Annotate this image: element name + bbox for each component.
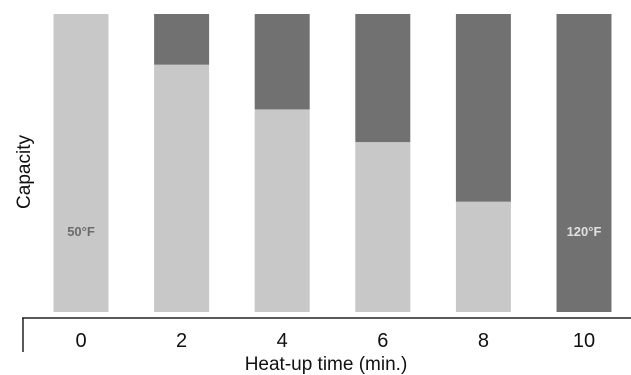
bar-annotation-0: 50°F [67,224,95,239]
bar-8-segment-1 [455,201,511,312]
x-tick-label-6: 6 [377,330,388,352]
bar-6-segment-2 [355,14,411,143]
bar-2-segment-1 [154,64,210,312]
x-tick-label-4: 4 [277,330,288,352]
x-tick-label-8: 8 [478,330,489,352]
bar-4-segment-2 [254,14,310,110]
bar-2-segment-2 [154,14,210,65]
y-axis-title: Capacity [14,135,35,209]
bar-10-segment-2 [556,14,612,312]
bar-4-segment-1 [254,109,310,313]
bar-0-segment-1 [53,14,109,312]
annotations-group: 50°F 120°F [67,224,601,239]
x-tick-label-0: 0 [75,330,86,352]
x-tick-label-2: 2 [176,330,187,352]
x-tick-label-10: 10 [573,330,595,352]
bars-group [53,14,612,313]
x-axis-title: Heat-up time (min.) [245,354,408,375]
bar-8-segment-2 [455,14,511,202]
x-tick-labels: 0 2 4 6 8 10 [75,330,595,352]
bar-annotation-10: 120°F [567,224,602,239]
bar-6-segment-1 [355,142,411,312]
